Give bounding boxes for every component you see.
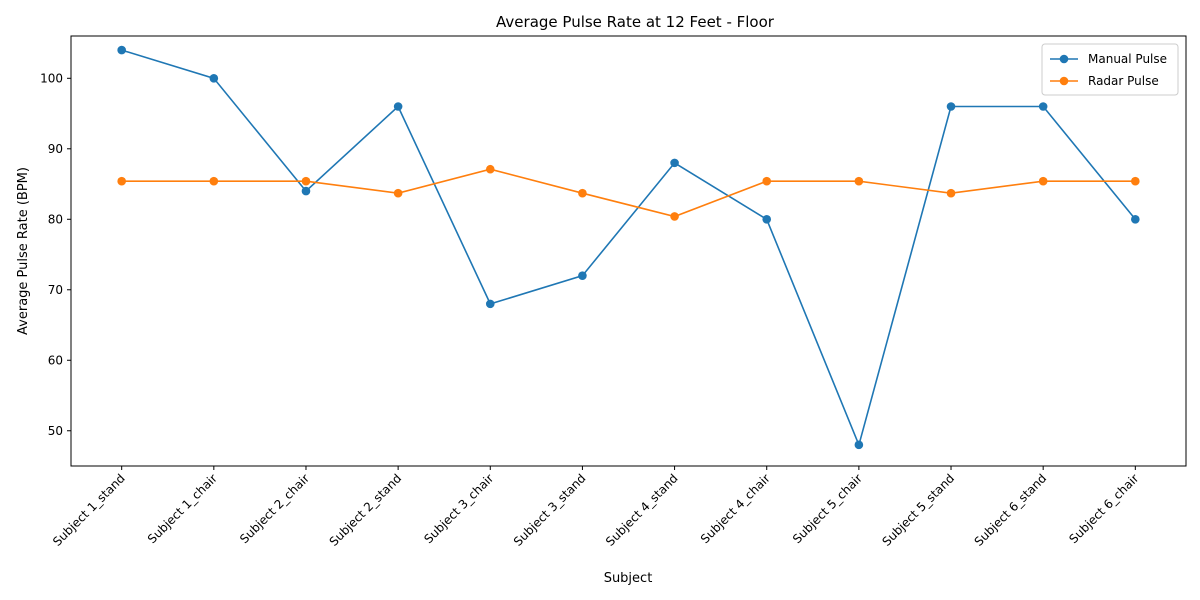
plot-frame	[70, 35, 1187, 467]
x-tick-label: Subject 1_chair	[145, 471, 220, 546]
data-point	[762, 176, 772, 186]
x-tick-label: Subject 1_stand	[50, 471, 128, 549]
y-axis: 50 60 70 80 90 100	[40, 71, 71, 438]
data-point	[946, 188, 956, 198]
data-point	[485, 299, 495, 309]
data-point	[762, 214, 772, 224]
data-point	[670, 158, 679, 168]
x-tick-label: Subject 2_chair	[237, 471, 312, 546]
data-point	[301, 186, 311, 196]
data-point	[1038, 102, 1048, 111]
x-tick-label: Subject 3_stand	[511, 471, 589, 549]
legend: Manual Pulse Radar Pulse	[1041, 43, 1179, 96]
legend-item: Manual Pulse	[1050, 52, 1167, 66]
x-tick-label: Subject 4_chair	[698, 471, 773, 546]
legend-item: Radar Pulse	[1050, 74, 1159, 88]
x-tick-label: Subject 6_stand	[972, 471, 1050, 549]
data-point	[209, 176, 219, 186]
legend-label: Manual Pulse	[1088, 52, 1167, 66]
series-layer	[117, 45, 1140, 450]
data-point	[209, 73, 219, 83]
data-point	[1131, 176, 1140, 186]
y-tick-label: 50	[48, 424, 63, 438]
x-axis: Subject 1_stand Subject 1_chair Subject 2_…	[50, 466, 1141, 549]
data-point	[393, 102, 403, 111]
data-point	[946, 102, 956, 111]
series-manual-pulse	[117, 45, 1140, 450]
x-tick-label: Subject 3_chair	[421, 471, 496, 546]
data-point	[301, 176, 311, 186]
data-point	[393, 188, 403, 198]
series-line	[121, 49, 1136, 448]
y-tick-label: 70	[48, 283, 63, 297]
series-radar-pulse	[117, 164, 1140, 221]
y-tick-label: 80	[48, 212, 63, 226]
x-tick-label: Subject 5_chair	[790, 471, 865, 546]
y-tick-label: 60	[48, 353, 63, 367]
data-point	[854, 440, 864, 450]
data-point	[1131, 214, 1140, 224]
data-point	[117, 176, 126, 186]
legend-marker	[1059, 76, 1069, 86]
series-line	[121, 168, 1136, 218]
data-point	[854, 176, 864, 186]
data-point	[578, 188, 587, 198]
data-point	[117, 45, 126, 55]
legend-frame	[1041, 43, 1179, 96]
data-point	[485, 164, 495, 174]
y-tick-label: 100	[40, 71, 63, 85]
legend-marker	[1059, 54, 1069, 64]
data-point	[1038, 176, 1048, 186]
legend-label: Radar Pulse	[1088, 74, 1159, 88]
chart-title: Average Pulse Rate at 12 Feet - Floor	[496, 13, 775, 31]
y-tick-label: 90	[48, 142, 63, 156]
data-point	[670, 212, 679, 221]
x-axis-title: Subject	[604, 571, 653, 586]
x-tick-label: Subject 6_chair	[1066, 471, 1141, 546]
data-point	[578, 271, 587, 280]
y-axis-title: Average Pulse Rate (BPM)	[16, 167, 31, 335]
x-tick-label: Subject 5_stand	[879, 471, 957, 549]
x-tick-label: Subject 4_stand	[603, 471, 681, 549]
x-tick-label: Subject 2_stand	[327, 471, 405, 549]
plot-area	[70, 35, 1187, 467]
